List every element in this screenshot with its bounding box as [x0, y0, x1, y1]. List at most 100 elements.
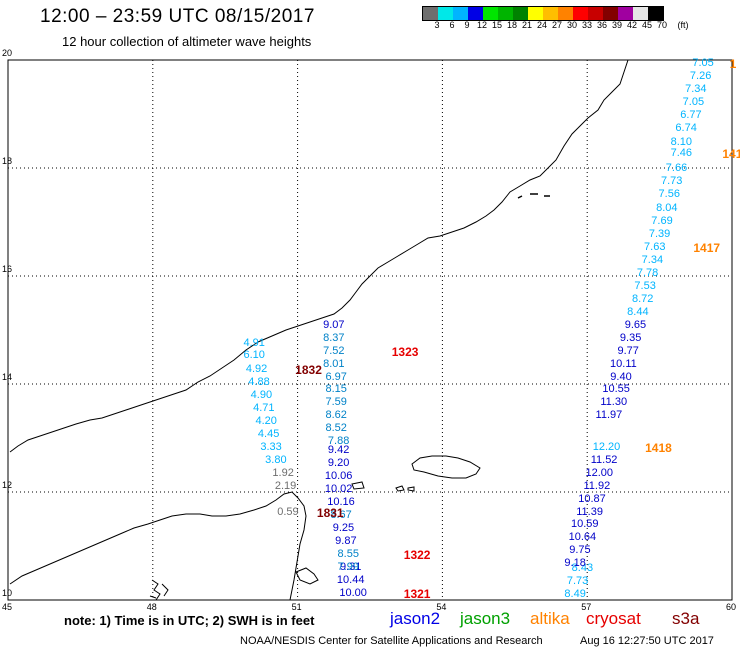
wave-height-value: 10.59 — [571, 518, 599, 531]
wave-height-value: 9.65 — [624, 318, 647, 331]
color-swatch — [438, 7, 453, 20]
wave-height-value: 7.73 — [566, 574, 589, 587]
wave-height-value: 10.87 — [578, 492, 606, 505]
wave-height-value: 12.00 — [585, 466, 614, 479]
wave-height-value: 4.92 — [245, 362, 268, 375]
latitude-label: 18 — [2, 156, 13, 166]
color-legend-label: 70 — [656, 20, 668, 30]
wave-height-value: 8.72 — [631, 292, 654, 305]
color-swatch — [648, 7, 663, 20]
coastline-somalia — [9, 491, 307, 601]
wave-height-value: 6.74 — [675, 122, 697, 135]
wave-height-value: 4.91 — [243, 337, 265, 350]
map-frame — [7, 59, 733, 601]
wave-height-value: 9.87 — [335, 534, 357, 547]
color-swatch — [483, 7, 498, 20]
color-swatch — [603, 7, 618, 20]
color-legend-label: 24 — [536, 20, 548, 30]
wave-height-value: 10.06 — [324, 469, 353, 482]
color-legend-bar — [422, 6, 664, 21]
map-title: 12:00 – 23:59 UTC 08/15/2017 — [40, 6, 315, 27]
map-subtitle: 12 hour collection of altimeter wave hei… — [62, 34, 312, 49]
color-legend-label: 27 — [551, 20, 563, 30]
wave-height-value: 8.55 — [337, 547, 359, 560]
color-legend-label: 45 — [641, 20, 653, 30]
wave-height-value: 9.40 — [610, 370, 632, 383]
color-swatch — [453, 7, 468, 20]
wave-height-value: 1.92 — [272, 466, 294, 479]
color-legend-label: 39 — [611, 20, 623, 30]
wave-height-value: 12.20 — [592, 440, 621, 453]
wave-height-value: 3.80 — [265, 453, 287, 466]
latitude-label: 10 — [2, 588, 13, 598]
pass-time-label: 1418 — [645, 440, 672, 455]
color-swatch — [558, 7, 573, 20]
wave-height-value: 2.19 — [274, 479, 297, 492]
wave-height-value: 7.39 — [648, 227, 671, 240]
wave-height-value: 8.10 — [670, 136, 693, 149]
pass-time-label: 1321 — [403, 586, 431, 601]
color-legend-label: 30 — [566, 20, 578, 30]
color-swatch — [423, 7, 438, 20]
color-legend-label: 9 — [464, 20, 470, 30]
wave-height-value: 9.42 — [327, 443, 350, 456]
wave-height-value: 11.30 — [600, 396, 628, 409]
wave-height-value: 7.05 — [682, 96, 705, 109]
color-swatch — [573, 7, 588, 20]
color-swatch — [528, 7, 543, 20]
wave-height-value: 6.77 — [680, 109, 702, 122]
satellite-cryosat: cryosat — [586, 609, 641, 628]
wave-height-value: 9.31 — [339, 560, 362, 573]
coastline-arabia — [9, 59, 629, 453]
color-legend-label: (ft) — [677, 20, 689, 30]
wave-height-value: 8.44 — [627, 305, 649, 318]
wave-height-value: 10.02 — [324, 482, 353, 495]
credit-line: NOAA/NESDIS Center for Satellite Applica… — [240, 635, 543, 647]
wave-height-value: 6.10 — [243, 348, 265, 361]
satellite-s3a: s3a — [672, 609, 700, 628]
latitude-label: 14 — [2, 372, 13, 382]
coastline-horn-tip — [295, 567, 319, 585]
color-swatch — [588, 7, 603, 20]
wave-height-value: 6.97 — [325, 370, 347, 383]
island-small-3 — [351, 481, 365, 490]
graticule — [8, 60, 732, 600]
wave-height-value: 9.77 — [617, 344, 639, 357]
pass-time-label: 1832 — [295, 362, 322, 377]
wave-height-value: 8.62 — [325, 409, 347, 422]
wave-height-value: 7.59 — [325, 396, 347, 409]
wave-height-value: 11.39 — [576, 505, 603, 518]
wave-height-value: 7.66 — [665, 162, 688, 175]
wave-height-value: 4.45 — [257, 427, 280, 440]
wave-height-value: 8.04 — [656, 202, 678, 215]
wave-height-value: 7.88 — [327, 435, 350, 448]
wave-height-value: 11.97 — [595, 409, 623, 422]
color-swatch — [633, 7, 648, 20]
wave-height-value: 7.78 — [636, 266, 659, 279]
wave-height-value: 7.63 — [644, 240, 666, 253]
color-legend-label: 21 — [521, 20, 533, 30]
color-legend-label: 6 — [449, 20, 455, 30]
color-legend-label: 18 — [506, 20, 518, 30]
wave-height-value: 7.73 — [660, 175, 683, 188]
wave-height-value: 7.99 — [337, 560, 359, 573]
wave-height-value: 7.34 — [685, 83, 707, 96]
longitude-label: 51 — [291, 602, 302, 612]
footer-note: note: 1) Time is in UTC; 2) SWH is in fe… — [64, 613, 315, 628]
color-legend-label: 42 — [626, 20, 638, 30]
wave-height-value: 7.53 — [634, 279, 656, 292]
satellite-jason3: jason3 — [460, 609, 511, 628]
pass-time-label: 1322 — [403, 547, 431, 562]
color-legend-label: 36 — [596, 20, 608, 30]
wave-height-value: 9.25 — [332, 521, 355, 534]
wave-height-value: 4.71 — [253, 401, 275, 414]
generation-timestamp: Aug 16 12:27:50 UTC 2017 — [580, 635, 714, 647]
wave-height-value: 10.11 — [610, 357, 637, 370]
wave-height-value: 8.52 — [325, 422, 347, 435]
wave-height-value: 11.92 — [583, 479, 611, 492]
pass-time-label: 1 — [729, 57, 737, 72]
wave-height-value: 10.64 — [568, 531, 597, 544]
wave-height-value: 10.00 — [339, 586, 367, 599]
wave-height-value: 9.75 — [569, 544, 591, 557]
